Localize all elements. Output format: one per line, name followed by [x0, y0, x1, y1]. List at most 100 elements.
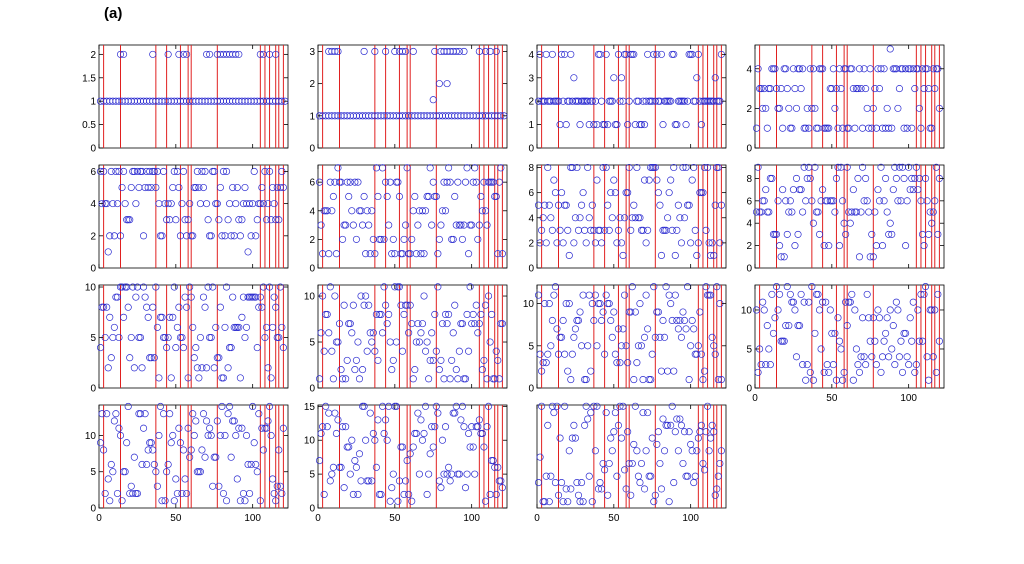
- data-point: [710, 342, 718, 350]
- data-point: [155, 374, 163, 382]
- data-point: [445, 310, 453, 318]
- data-point: [412, 250, 420, 258]
- data-point: [894, 306, 902, 314]
- data-point: [679, 163, 687, 172]
- data-point: [702, 428, 710, 436]
- data-point: [186, 283, 194, 291]
- data-point: [247, 460, 255, 469]
- data-point: [760, 197, 768, 205]
- data-point: [432, 192, 440, 201]
- data-point: [270, 293, 278, 301]
- data-point: [118, 283, 126, 291]
- data-point: [545, 201, 553, 209]
- axes-box: [536, 284, 727, 389]
- y-tick-label: 0: [309, 264, 315, 275]
- data-point: [568, 434, 576, 442]
- data-point: [667, 421, 675, 429]
- data-point: [215, 216, 223, 224]
- data-point: [406, 301, 414, 309]
- data-point: [842, 230, 850, 238]
- data-point: [829, 361, 837, 369]
- data-point: [428, 423, 436, 431]
- data-point: [133, 167, 141, 175]
- data-point: [452, 366, 460, 374]
- data-point: [342, 375, 350, 383]
- y-tick-label: 5: [90, 467, 96, 478]
- data-point: [351, 366, 359, 374]
- data-point: [325, 329, 333, 337]
- data-point: [587, 367, 595, 375]
- data-point: [842, 298, 850, 306]
- data-point: [189, 232, 197, 240]
- data-point: [918, 65, 927, 73]
- data-point: [382, 178, 390, 186]
- data-point: [911, 368, 919, 376]
- data-point: [610, 308, 618, 316]
- data-point: [568, 350, 576, 358]
- data-point: [334, 338, 342, 346]
- data-point: [917, 124, 925, 132]
- data-point: [360, 192, 368, 201]
- data-point: [809, 376, 817, 384]
- data-point: [806, 368, 814, 376]
- data-point: [895, 353, 903, 361]
- data-point: [634, 97, 642, 105]
- data-point: [334, 416, 342, 424]
- data-point: [143, 460, 151, 469]
- data-point: [680, 428, 689, 436]
- data-point: [469, 310, 477, 318]
- data-point: [218, 232, 226, 240]
- y-tick-label: 6: [746, 196, 752, 207]
- data-point: [627, 226, 635, 234]
- data-point: [425, 470, 433, 478]
- data-point: [843, 322, 851, 330]
- data-point: [428, 329, 436, 337]
- data-point: [369, 429, 377, 438]
- data-point: [774, 197, 782, 205]
- data-point: [707, 291, 715, 299]
- y-tick-label: 6: [90, 167, 96, 178]
- data-point: [153, 482, 161, 490]
- data-point: [834, 314, 842, 322]
- y-tick-label: 10: [304, 436, 316, 447]
- data-point: [585, 214, 593, 222]
- data-point: [783, 85, 791, 93]
- axes-box: [98, 284, 289, 389]
- data-point: [871, 208, 879, 216]
- data-point: [550, 291, 558, 299]
- data-point: [799, 208, 807, 216]
- data-point: [869, 104, 877, 112]
- data-point: [409, 375, 417, 383]
- data-point: [875, 197, 884, 205]
- data-point: [199, 293, 208, 301]
- data-point: [820, 368, 828, 376]
- data-point: [559, 316, 567, 325]
- data-point: [158, 313, 166, 321]
- data-point: [673, 121, 681, 129]
- data-point: [547, 472, 555, 480]
- data-point: [687, 239, 695, 247]
- data-point: [253, 344, 261, 352]
- data-point: [164, 333, 172, 342]
- y-tick-label: 0: [528, 384, 534, 395]
- data-point: [677, 421, 685, 429]
- data-point: [198, 167, 206, 175]
- data-point: [680, 214, 689, 222]
- data-point: [693, 74, 701, 82]
- data-point: [118, 497, 126, 505]
- data-point: [190, 431, 198, 440]
- data-point: [152, 183, 160, 192]
- data-point: [491, 375, 499, 383]
- data-point: [340, 484, 348, 492]
- subplot-8: 0 2 4 6 8: [746, 163, 945, 275]
- data-point: [863, 290, 871, 298]
- data-point: [100, 303, 108, 311]
- data-point: [822, 298, 830, 306]
- data-point: [548, 316, 556, 325]
- data-point: [806, 65, 814, 73]
- data-point: [590, 316, 598, 325]
- data-point: [209, 283, 217, 291]
- data-point: [394, 497, 402, 505]
